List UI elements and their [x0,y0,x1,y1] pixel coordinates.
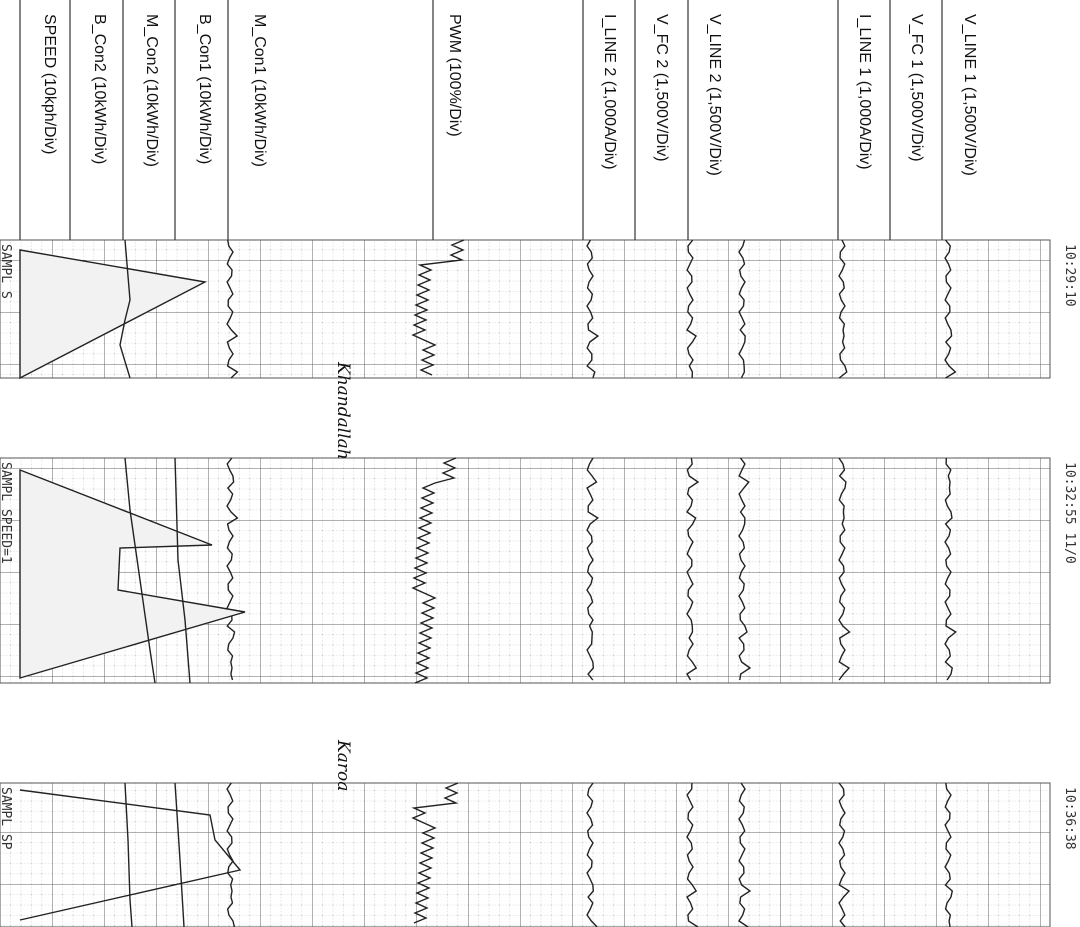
panel-footer: SAMPL SPEED=1 [0,462,13,564]
trace [226,457,239,681]
panel-footer: SAMPL S [0,244,13,299]
grid-panels: 10:29:10 SAMPL S 10:32:55 11/0 SAMPL SPEED=… [0,239,1077,927]
trace [686,457,700,681]
trace [738,239,746,379]
channel-label: V_FC 1 (1,500V/Div) [908,14,925,162]
channel-label: I_LINE 1 (1,000A/Div) [856,14,873,170]
trace [174,457,191,684]
trace [686,782,699,927]
trace [944,457,957,681]
trace [226,239,239,379]
trace [411,239,465,376]
annotation: Khandallah [333,361,353,460]
trace [174,782,185,927]
channel-label: V_LINE 1 (1,500V/Div) [961,14,978,176]
annotation: Karoa [333,739,353,791]
trace [944,782,954,927]
trace [686,239,697,379]
channel-label: M_Con1 (10kWh/Div) [251,14,268,167]
grid-panel [0,457,1051,684]
channel-labels: V_LINE 1 (1,500V/Div) V_FC 1 (1,500V/Div)… [19,0,978,240]
channel-label: B_Con1 (10kWh/Div) [196,14,213,164]
channel-label: V_FC 2 (1,500V/Div) [653,14,670,162]
trace [944,239,957,379]
trace [411,457,457,684]
trace [19,249,208,380]
trace [411,782,459,924]
trace [586,239,600,379]
channel-label: PWM (100%/Div) [446,14,463,137]
trace [226,782,236,927]
panel-timestamp: 10:32:55 11/0 [1062,462,1077,564]
channel-label: V_LINE 2 (1,500V/Div) [706,14,723,176]
trace [124,457,156,684]
panel-timestamp: 10:29:10 [1062,244,1077,307]
trace [19,789,242,921]
panel-timestamp: 10:36:38 [1062,787,1077,850]
trace [19,468,246,679]
grid-panel [0,239,1051,379]
trace [586,457,600,681]
trace [838,239,848,379]
trace [124,782,133,927]
trace [738,782,752,927]
channel-label: B_Con2 (10kWh/Div) [91,14,108,164]
traces [19,239,957,927]
channel-label: M_Con2 (10kWh/Div) [143,14,160,167]
channel-label: SPEED (10kph/Div) [41,14,58,155]
trace [838,457,851,681]
trace [586,782,598,927]
trace [119,239,131,379]
grid-panel [0,782,1051,927]
trace [838,782,851,927]
channel-label: I_LINE 2 (1,000A/Div) [601,14,618,170]
panel-footer: SAMPL SP [0,787,13,850]
trace [738,457,752,681]
